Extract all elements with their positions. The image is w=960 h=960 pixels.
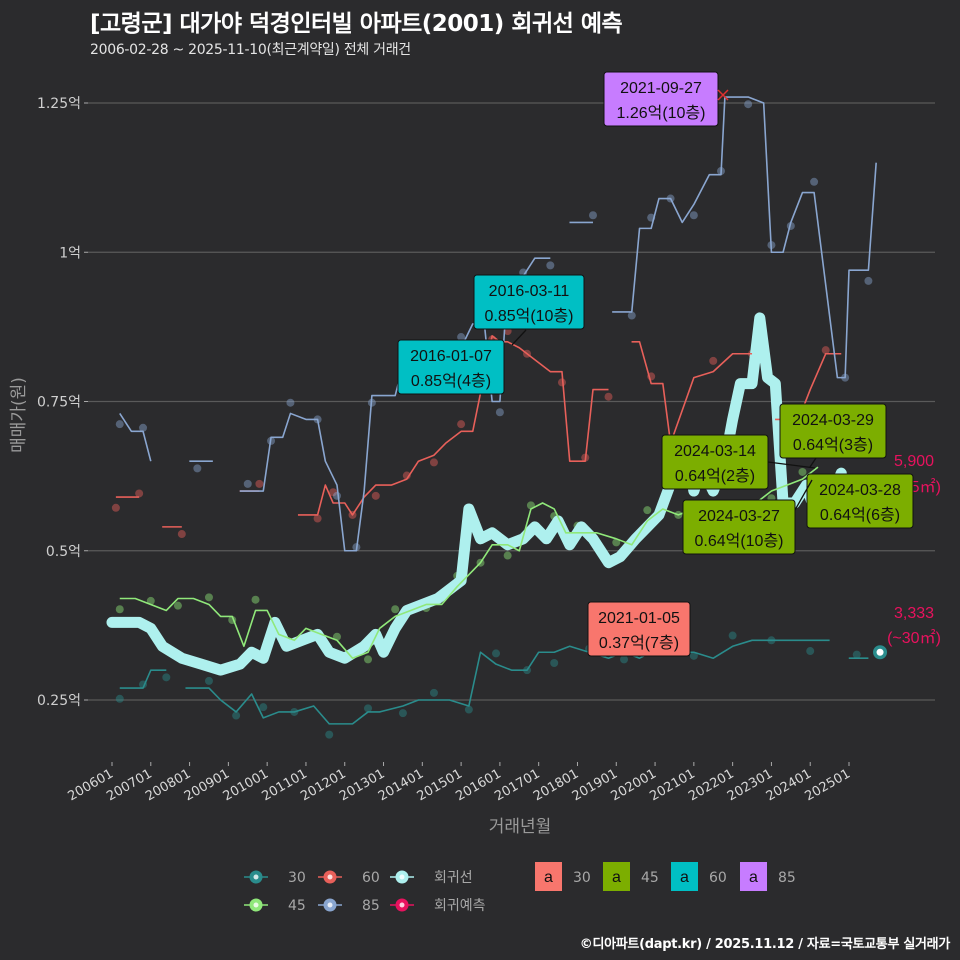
- svg-text:30: 30: [573, 870, 591, 886]
- svg-text:85: 85: [362, 898, 380, 914]
- annotation-label: 2024-03-28 0.64억(6층): [806, 473, 914, 529]
- legend: 30 60 회귀선 45 85 회귀예측 a 30 a 45 a 60 a 85: [244, 862, 796, 914]
- chart-title: [고령군] 대가야 덕경인터빌 아파트(2001) 회귀선 예측: [90, 11, 623, 37]
- legend-label-box-60: a 60: [671, 862, 727, 891]
- svg-text:회귀예측: 회귀예측: [434, 898, 486, 914]
- annotation-label: 2024-03-14 0.64억(2층): [661, 434, 816, 490]
- legend-item-85: 85: [318, 898, 380, 914]
- svg-text:0.85억(10층): 0.85억(10층): [484, 307, 573, 325]
- svg-text:a: a: [544, 869, 553, 886]
- svg-text:0.64억(10층): 0.64억(10층): [694, 532, 783, 550]
- svg-text:85: 85: [778, 870, 796, 886]
- prediction-price-85: 5,900: [894, 453, 934, 470]
- y-axis: 0.25억 0.5억 0.75억 1억 1.25억: [37, 96, 88, 709]
- y-tick-label: 0.75억: [37, 395, 81, 411]
- legend-label-box-30: a 30: [535, 862, 591, 891]
- y-axis-title: 매매가(원): [9, 377, 29, 453]
- legend-item-45: 45: [244, 898, 306, 914]
- svg-text:45: 45: [641, 870, 659, 886]
- svg-text:0.85억(4층): 0.85억(4층): [411, 372, 491, 390]
- annotation-label: 2021-09-27 1.26억(10층): [603, 71, 719, 127]
- svg-text:a: a: [680, 869, 689, 886]
- series-lines: [115, 96, 877, 725]
- svg-text:0.64억(6층): 0.64억(6층): [820, 506, 900, 524]
- annotation-label: 2016-01-07 0.85억(4층): [397, 339, 505, 395]
- prediction-area-30: (~30㎡): [887, 629, 941, 647]
- y-tick-label: 0.5억: [46, 544, 81, 560]
- legend-label-box-45: a 45: [603, 862, 659, 891]
- svg-text:2016-03-11: 2016-03-11: [489, 283, 570, 300]
- annotation-label: 2024-03-27 0.64억(10층): [682, 479, 813, 555]
- svg-text:2024-03-27: 2024-03-27: [698, 508, 780, 525]
- legend-label-box-85: a 85: [740, 862, 796, 891]
- y-tick-label: 1억: [59, 245, 81, 261]
- svg-text:a: a: [749, 869, 758, 886]
- svg-text:2021-09-27: 2021-09-27: [620, 80, 702, 97]
- legend-item-60: 60: [318, 870, 380, 886]
- svg-text:60: 60: [709, 870, 727, 886]
- svg-text:0.64억(3층): 0.64억(3층): [793, 436, 873, 454]
- y-tick-label: 0.25억: [37, 693, 81, 709]
- svg-text:30: 30: [288, 870, 306, 886]
- legend-item-30: 30: [244, 870, 306, 886]
- y-tick-label: 1.25억: [37, 96, 81, 112]
- svg-text:2024-03-28: 2024-03-28: [819, 482, 901, 499]
- svg-text:2016-01-07: 2016-01-07: [410, 348, 492, 365]
- svg-text:0.37억(7층): 0.37억(7층): [599, 634, 679, 652]
- scatter-points: [111, 100, 873, 739]
- footer-credit: ©디아파트(dapt.kr) / 2025.11.12 / 자료=국토교통부 실…: [579, 937, 951, 952]
- svg-text:2024-03-14: 2024-03-14: [674, 443, 756, 460]
- x-tick-label: 202501: [803, 766, 853, 804]
- svg-text:60: 60: [362, 870, 380, 886]
- legend-item-pred: 회귀예측: [390, 898, 486, 914]
- annotation-label: 2016-03-11 0.85억(10층): [473, 274, 585, 346]
- x-axis-title: 거래년월: [489, 817, 552, 837]
- chart-subtitle: 2006-02-28 ~ 2025-11-10(최근계약일) 전체 거래건: [90, 42, 411, 58]
- annotation-label: 2024-03-29 0.64억(3층): [779, 403, 887, 468]
- annotation-label: 2021-01-05 0.37억(7층): [587, 601, 691, 657]
- svg-text:2024-03-29: 2024-03-29: [792, 412, 874, 429]
- svg-text:a: a: [612, 869, 621, 886]
- x-axis: 2006012007012008012009012010012011012012…: [66, 762, 853, 804]
- annotation-labels: 2021-09-27 1.26억(10층) 2016-03-11 0.85억(10층)…: [397, 71, 914, 657]
- svg-text:2021-01-05: 2021-01-05: [598, 610, 680, 627]
- svg-text:45: 45: [288, 898, 306, 914]
- svg-text:0.64억(2층): 0.64억(2층): [675, 467, 755, 485]
- svg-text:회귀선: 회귀선: [434, 870, 473, 886]
- legend-item-reg: 회귀선: [390, 870, 473, 886]
- svg-text:1.26억(10층): 1.26억(10층): [616, 104, 705, 122]
- prediction-price-30: 3,333: [894, 605, 934, 622]
